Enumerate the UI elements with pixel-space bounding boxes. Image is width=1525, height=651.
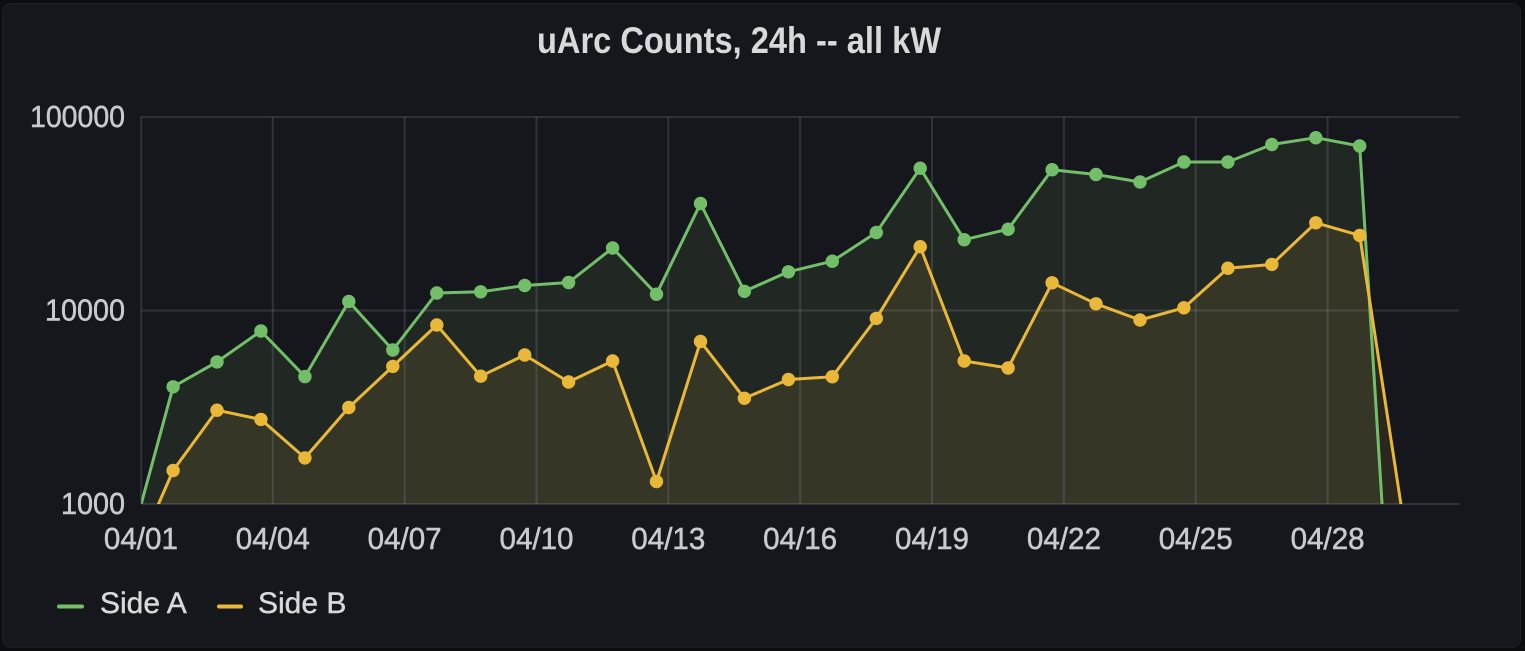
svg-text:04/04: 04/04 xyxy=(236,521,310,556)
svg-text:Side A: Side A xyxy=(100,587,187,620)
svg-text:Side B: Side B xyxy=(258,587,346,620)
svg-text:uArc Counts, 24h -- all kW: uArc Counts, 24h -- all kW xyxy=(537,20,941,61)
svg-text:100000: 100000 xyxy=(30,99,125,134)
svg-text:04/10: 04/10 xyxy=(500,521,574,556)
svg-text:04/22: 04/22 xyxy=(1027,521,1101,556)
svg-text:10000: 10000 xyxy=(45,293,125,328)
svg-text:04/13: 04/13 xyxy=(631,521,705,556)
svg-text:04/07: 04/07 xyxy=(368,521,442,556)
svg-text:04/01: 04/01 xyxy=(104,521,178,556)
svg-text:1000: 1000 xyxy=(61,486,125,521)
svg-text:04/16: 04/16 xyxy=(763,521,837,556)
svg-text:04/28: 04/28 xyxy=(1291,521,1365,556)
svg-text:04/19: 04/19 xyxy=(895,521,969,556)
svg-text:04/25: 04/25 xyxy=(1159,521,1233,556)
